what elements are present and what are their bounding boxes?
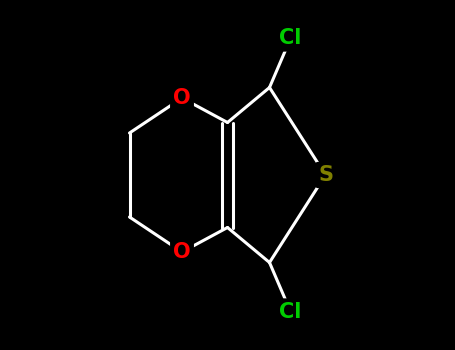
Text: Cl: Cl [279, 28, 302, 49]
Text: O: O [173, 242, 191, 262]
Text: Cl: Cl [279, 301, 302, 322]
Text: O: O [173, 88, 191, 108]
Text: S: S [318, 165, 333, 185]
